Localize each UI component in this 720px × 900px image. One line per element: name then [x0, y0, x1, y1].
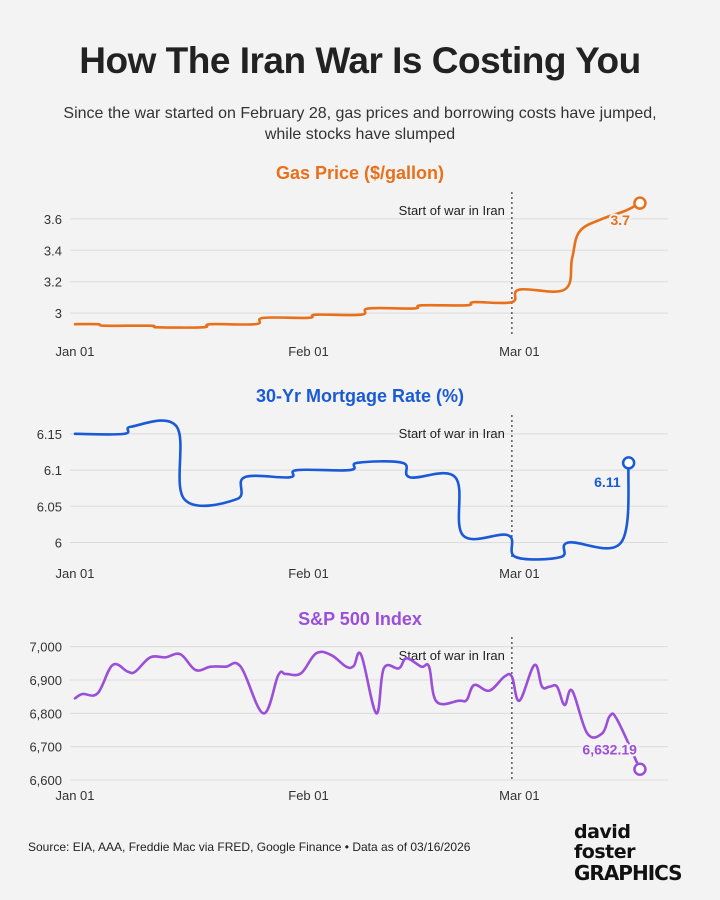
- subtitle-line-1: Since the war started on February 28, ga…: [63, 105, 657, 122]
- subtitle-line-2: while stocks have slumped: [264, 126, 456, 143]
- x-tick-label: Jan 01: [55, 566, 94, 581]
- end-value-label: 3.7: [610, 212, 630, 228]
- end-value-label-halo: 6.11: [594, 474, 621, 490]
- end-point-marker: [621, 456, 636, 470]
- y-tick-label: 6.1: [44, 463, 62, 478]
- x-tick-label: Feb 01: [288, 344, 328, 359]
- y-tick-label: 6: [55, 536, 62, 551]
- war-start-annotation: Start of war in Iran: [399, 203, 505, 218]
- war-start-annotation: Start of war in Iran: [399, 426, 505, 441]
- chart-title: 30-Yr Mortgage Rate (%): [256, 386, 464, 406]
- y-tick-label: 3: [55, 306, 62, 321]
- series-line: [73, 419, 630, 561]
- logo-line-2: GRAPHICS: [574, 861, 683, 885]
- x-tick-label: Feb 01: [288, 566, 328, 581]
- series-line: [73, 650, 642, 771]
- y-tick-label: 6,600: [29, 773, 62, 788]
- chart-mortgage: 30-Yr Mortgage Rate (%) 6 6.05 6.1 6.15 Jan 0…: [37, 386, 668, 581]
- war-start-annotation: Start of war in Iran: [399, 648, 505, 663]
- y-tick-label: 6.05: [37, 499, 62, 514]
- y-tick-label: 3.4: [44, 243, 62, 258]
- x-tick-label: Mar 01: [499, 566, 539, 581]
- x-tick-label: Feb 01: [288, 788, 328, 803]
- chart-sp500: S&P 500 Index 6,600 6,700 6,800 6,900 7,000 Ja…: [29, 609, 668, 803]
- chart-title: Gas Price ($/gallon): [276, 163, 444, 183]
- x-tick-label: Mar 01: [499, 788, 539, 803]
- x-tick-label: Jan 01: [55, 344, 94, 359]
- brand-logo: david foster GRAPHICS: [574, 822, 694, 884]
- end-value-label: 6,632.19: [582, 741, 637, 757]
- chart-title: S&P 500 Index: [298, 609, 422, 629]
- page-subtitle: Since the war started on February 28, ga…: [40, 103, 680, 145]
- y-tick-label: 3.2: [44, 275, 62, 290]
- end-point-marker: [633, 196, 647, 210]
- y-tick-label: 7,000: [29, 640, 62, 655]
- y-tick-label: 6,900: [29, 673, 62, 688]
- y-tick-label: 3.6: [44, 212, 62, 227]
- y-tick-label: 6,700: [29, 740, 62, 755]
- end-value-label-halo: 6,632.19: [582, 741, 637, 757]
- series-line: [73, 201, 642, 329]
- source-note: Source: EIA, AAA, Freddie Mac via FRED, …: [28, 840, 471, 854]
- x-tick-label: Jan 01: [55, 788, 94, 803]
- end-value-label: 6.11: [594, 474, 621, 490]
- y-tick-label: 6.15: [37, 427, 62, 442]
- end-value-label-halo: 3.7: [610, 212, 630, 228]
- end-point-marker: [633, 762, 647, 777]
- page-title: How The Iran War Is Costing You: [79, 40, 641, 81]
- x-tick-label: Mar 01: [499, 344, 539, 359]
- y-tick-label: 6,800: [29, 706, 62, 721]
- chart-gas: Gas Price ($/gallon) 3 3.2 3.4 3.6 Jan 01 Feb …: [44, 163, 668, 359]
- logo-line-1: david foster: [574, 821, 635, 863]
